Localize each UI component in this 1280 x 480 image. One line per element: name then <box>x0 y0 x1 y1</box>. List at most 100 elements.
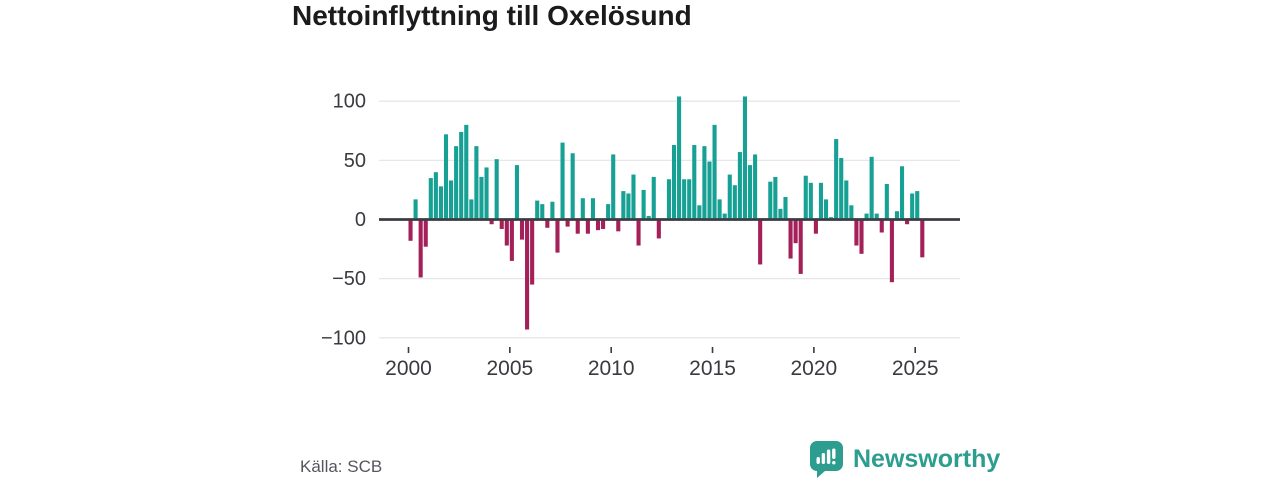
bar <box>844 180 849 220</box>
x-axis-label: 2010 <box>588 357 635 380</box>
bar <box>550 201 555 220</box>
bar <box>514 165 519 220</box>
bar <box>793 219 798 244</box>
bar <box>585 219 590 234</box>
chart-title: Nettoinflyttning till Oxelösund <box>292 0 692 31</box>
bar <box>646 215 651 220</box>
bar <box>408 219 413 241</box>
bar <box>717 199 722 220</box>
y-axis-label: −100 <box>321 327 366 349</box>
bar <box>869 156 874 220</box>
bar <box>692 144 697 220</box>
bar <box>449 180 454 220</box>
bar <box>758 219 763 265</box>
bar <box>423 219 428 247</box>
bar <box>413 199 418 220</box>
bar <box>823 199 829 220</box>
bar <box>525 219 530 330</box>
bar <box>808 182 813 220</box>
bar <box>803 175 808 220</box>
bar <box>910 193 915 220</box>
bar <box>590 198 595 220</box>
bar <box>894 211 900 220</box>
newsworthy-brand: Newsworthy <box>810 441 1000 478</box>
x-axis-label: 2000 <box>385 357 432 380</box>
bar <box>560 142 565 220</box>
bar <box>899 166 905 220</box>
bar <box>818 182 824 220</box>
bar <box>722 213 727 220</box>
y-axis-label: 50 <box>344 150 366 172</box>
bar <box>732 185 737 220</box>
bar <box>621 191 626 220</box>
bar <box>702 146 707 220</box>
x-axis-label: 2005 <box>486 357 533 380</box>
bar <box>834 139 839 220</box>
y-axis-label: 100 <box>333 91 366 113</box>
bar <box>545 219 550 228</box>
bar <box>636 219 641 246</box>
bar <box>418 219 423 278</box>
bar <box>504 219 509 246</box>
x-axis-label: 2015 <box>689 357 736 380</box>
bar <box>778 208 783 220</box>
bar <box>454 146 459 220</box>
bar <box>839 157 844 220</box>
newsworthy-wordmark: Newsworthy <box>853 445 1001 473</box>
bar <box>788 219 793 259</box>
bar <box>595 219 601 231</box>
bar <box>565 219 570 227</box>
y-axis-label: 0 <box>355 209 366 231</box>
bar <box>651 176 656 220</box>
bar <box>438 186 443 220</box>
bar <box>712 124 717 220</box>
bar <box>499 219 504 229</box>
bar <box>747 165 753 220</box>
x-axis-label: 2020 <box>791 357 838 380</box>
source-label: Källa: SCB <box>300 457 383 476</box>
bar <box>555 219 560 253</box>
bar <box>671 144 677 220</box>
bar <box>570 153 575 220</box>
bar <box>889 219 894 283</box>
bar <box>666 179 672 220</box>
bar <box>783 197 788 220</box>
bar <box>606 204 611 220</box>
bar <box>727 174 732 220</box>
bar <box>768 181 773 220</box>
bar <box>611 154 616 220</box>
bar <box>519 219 525 240</box>
bar <box>479 176 484 220</box>
bar <box>509 219 514 261</box>
bar <box>641 189 646 220</box>
bar <box>915 191 920 220</box>
bar <box>580 198 585 220</box>
bar <box>575 219 580 234</box>
bar <box>433 172 438 220</box>
bar <box>464 124 469 220</box>
bar <box>428 178 433 220</box>
bar <box>626 193 631 220</box>
bar <box>601 219 606 229</box>
bar <box>540 204 545 220</box>
bar <box>697 205 702 220</box>
bar <box>753 154 758 220</box>
bar-chart: 100 50 0 −50 −100 2000 2005 2010 2015 2020 2025 <box>321 91 960 380</box>
bar <box>879 219 884 233</box>
bar <box>535 200 540 220</box>
bar <box>798 219 803 274</box>
bar <box>849 205 854 220</box>
bar <box>742 96 748 220</box>
bar <box>773 176 778 220</box>
bar <box>874 213 879 220</box>
bar <box>884 184 889 220</box>
bar <box>687 179 692 220</box>
bar <box>677 96 682 220</box>
bar <box>854 219 859 246</box>
x-axis-label: 2025 <box>892 357 939 380</box>
bar <box>905 219 910 225</box>
bar <box>530 219 535 285</box>
y-axis-label: −50 <box>332 268 366 290</box>
bar <box>864 213 869 220</box>
